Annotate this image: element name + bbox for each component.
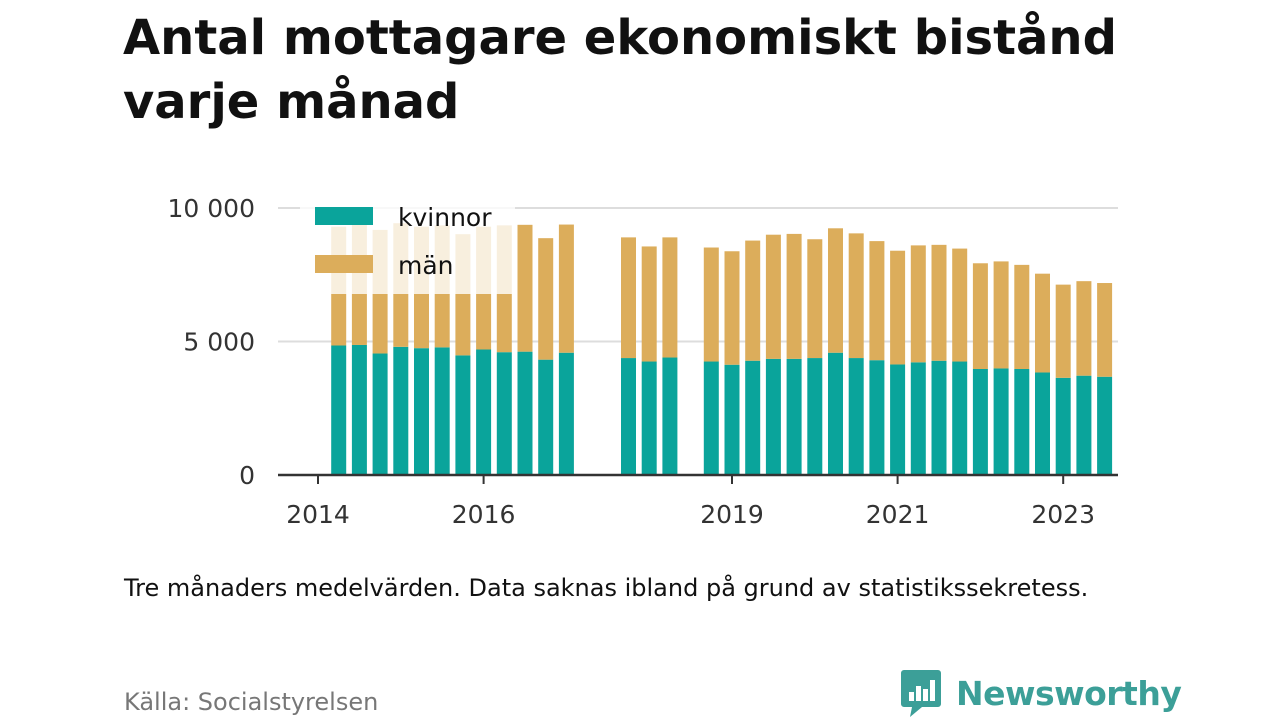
bar-man — [1076, 281, 1092, 376]
bar-man — [662, 237, 678, 358]
bar-kvinnor — [848, 358, 864, 475]
bar-kvinnor — [807, 358, 823, 475]
x-tick-label: 2016 — [452, 500, 516, 529]
bar-kvinnor — [786, 358, 802, 475]
bar-man — [1014, 264, 1030, 370]
bar-kvinnor — [993, 368, 1009, 475]
bar-kvinnor — [1014, 369, 1030, 475]
bar-kvinnor — [869, 360, 885, 475]
bar-kvinnor — [765, 358, 781, 475]
bar-kvinnor — [890, 364, 906, 475]
bar-kvinnor — [517, 351, 533, 475]
bar-kvinnor — [1076, 375, 1092, 475]
bar-man — [828, 228, 843, 353]
bar-man — [807, 239, 823, 359]
y-tick-label: 0 — [239, 461, 255, 490]
bar-kvinnor — [641, 361, 657, 475]
bar-man — [931, 244, 947, 361]
bar-kvinnor — [931, 360, 947, 475]
bar-man — [869, 241, 885, 361]
y-tick-label: 10 000 — [168, 194, 255, 223]
x-tick-label: 2021 — [866, 500, 930, 529]
bar-kvinnor — [703, 361, 719, 475]
bar-kvinnor — [434, 347, 450, 475]
bar-kvinnor — [910, 362, 926, 475]
legend-label-kvinnor: kvinnor — [398, 203, 492, 232]
bar-man — [1097, 283, 1113, 377]
bar-kvinnor — [372, 353, 388, 475]
bar-kvinnor — [1055, 377, 1071, 475]
bar-man — [993, 261, 1009, 369]
bar-man — [890, 250, 906, 365]
bar-man — [952, 248, 968, 362]
bar-kvinnor — [496, 352, 512, 475]
axes: 0 5 000 10 000 2014 2016 2019 2021 2023 — [168, 194, 1118, 529]
bar-kvinnor — [393, 346, 409, 475]
x-tick-label: 2014 — [286, 500, 350, 529]
legend-swatch-kvinnor — [315, 207, 373, 225]
bar-man — [1055, 284, 1071, 378]
bar-man — [641, 246, 657, 362]
bar-man — [786, 233, 802, 359]
bar-chart: 0 5 000 10 000 2014 2016 2019 2021 2023 kvinnor… — [168, 194, 1118, 529]
chart-title: Antal mottagare ekonomiskt bistånd varje… — [123, 10, 1117, 130]
bar-man — [517, 224, 533, 352]
bar-kvinnor — [972, 369, 988, 475]
legend: kvinnor män — [300, 198, 515, 294]
brand-name: Newsworthy — [956, 673, 1182, 713]
bar-kvinnor — [558, 352, 574, 475]
bar-man — [724, 251, 740, 365]
chart-note: Tre månaders medelvärden. Data saknas ib… — [124, 574, 1089, 602]
bar-man — [1035, 273, 1050, 373]
bars — [331, 223, 1113, 475]
y-tick-label: 5 000 — [183, 328, 255, 357]
bar-man — [745, 240, 761, 361]
bar-man — [558, 224, 574, 353]
bar-man — [538, 238, 554, 360]
bar-kvinnor — [1097, 376, 1113, 475]
bar-kvinnor — [331, 345, 347, 475]
bar-man — [621, 237, 636, 359]
bar-kvinnor — [724, 364, 740, 475]
bar-man — [910, 245, 926, 363]
bar-kvinnor — [828, 352, 843, 475]
bar-kvinnor — [351, 344, 367, 475]
newsworthy-logo-icon — [901, 670, 941, 717]
x-tick-label: 2023 — [1031, 500, 1095, 529]
x-tick-label: 2019 — [700, 500, 764, 529]
bar-kvinnor — [745, 360, 761, 475]
bar-kvinnor — [476, 349, 492, 475]
bar-man — [703, 247, 719, 362]
bar-kvinnor — [952, 361, 968, 475]
bar-man — [765, 234, 781, 359]
bar-kvinnor — [455, 355, 471, 475]
bar-kvinnor — [662, 357, 678, 475]
bar-kvinnor — [538, 359, 554, 475]
bar-man — [972, 263, 988, 370]
legend-label-man: män — [398, 251, 454, 280]
bar-kvinnor — [1035, 372, 1050, 475]
brand-logo: Newsworthy — [900, 668, 1182, 718]
source-label: Källa: Socialstyrelsen — [124, 688, 379, 716]
bar-kvinnor — [621, 358, 636, 475]
legend-swatch-man — [315, 255, 373, 273]
bar-man — [848, 233, 864, 359]
bar-kvinnor — [414, 348, 429, 475]
